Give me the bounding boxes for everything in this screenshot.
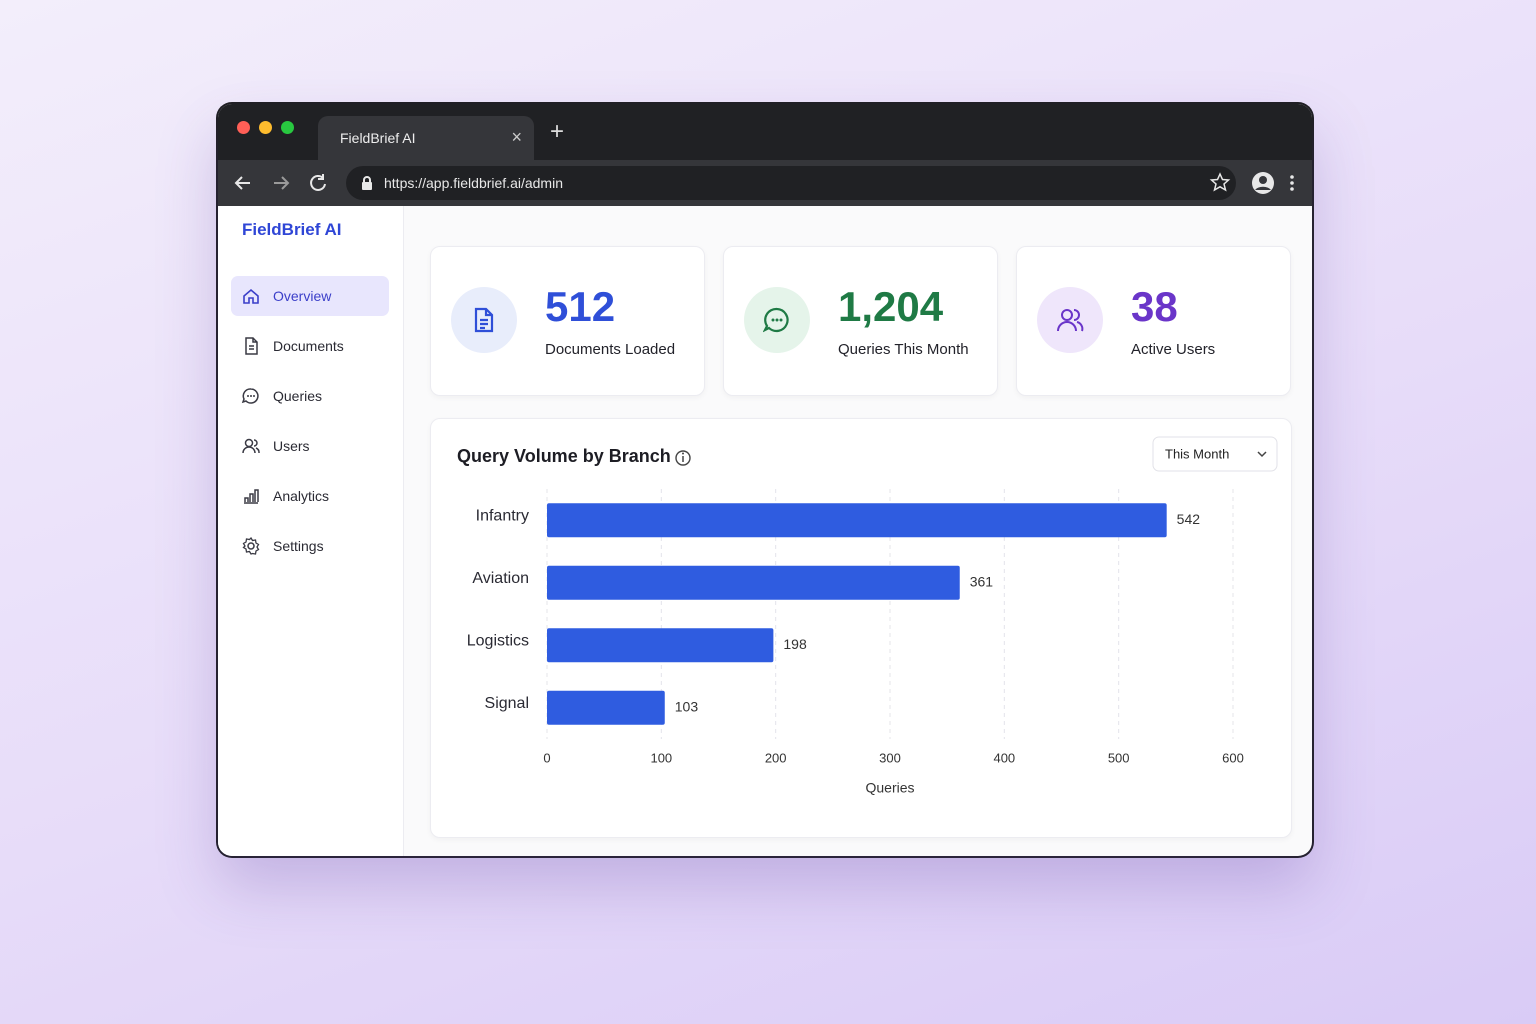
lock-icon <box>362 176 372 190</box>
nav-item[interactable]: Settings <box>231 526 389 566</box>
nav-icon <box>245 337 258 355</box>
nav-icon <box>243 288 259 304</box>
stat-glyph <box>474 307 494 333</box>
tab[interactable]: FieldBrief AI × <box>318 116 534 160</box>
app: FieldBrief AI Overview Documents Queries Us… <box>218 206 1312 856</box>
nav-item[interactable]: Queries <box>231 376 389 416</box>
nav-buttons[interactable] <box>228 160 338 206</box>
nav-label: Settings <box>273 538 324 554</box>
nav-icon <box>242 536 260 555</box>
y-tick-label: Logistics <box>467 632 529 649</box>
stat-card: 38 Active Users <box>1016 246 1291 396</box>
stat-label: Queries This Month <box>838 341 969 358</box>
period-label: This Month <box>1165 446 1229 461</box>
stat-card: 512 Documents Loaded <box>430 246 705 396</box>
x-tick-label: 400 <box>993 750 1015 765</box>
stat-glyph <box>1057 309 1084 332</box>
stat-value: 1,204 <box>838 283 944 330</box>
nav-label: Overview <box>273 288 332 304</box>
y-tick-label: Aviation <box>472 570 529 587</box>
x-tick-label: 200 <box>765 750 787 765</box>
stat-value: 38 <box>1131 283 1178 330</box>
stat-glyph <box>763 307 789 333</box>
x-axis-label: Queries <box>865 780 914 796</box>
tab-close[interactable]: × <box>511 127 522 147</box>
value-label: 542 <box>1177 511 1201 527</box>
nav-icon <box>244 489 259 504</box>
stat-icon <box>451 287 517 353</box>
chart: Query Volume by Branch This Month 0 100 200 3… <box>457 436 1278 796</box>
stat-label: Documents Loaded <box>545 341 676 358</box>
title-bar: FieldBrief AI × + <box>218 104 1312 160</box>
stat-icon <box>1037 287 1103 353</box>
nav-label: Documents <box>273 338 344 354</box>
value-label: 361 <box>970 573 994 589</box>
stat-value: 512 <box>545 283 616 330</box>
new-tab[interactable]: + <box>550 118 565 145</box>
nav-item[interactable]: Documents <box>231 326 389 366</box>
stat-label: Active Users <box>1131 341 1216 358</box>
brand: FieldBrief AI <box>242 220 342 239</box>
value-label: 198 <box>783 636 807 652</box>
x-tick-label: 100 <box>650 750 672 765</box>
sidebar: FieldBrief AI Overview Documents Queries Us… <box>218 206 404 856</box>
tab-title: FieldBrief AI <box>340 130 416 146</box>
value-label: 103 <box>675 698 699 714</box>
info-icon[interactable] <box>675 450 691 466</box>
bar <box>547 690 665 725</box>
bar <box>547 503 1167 538</box>
period-dropdown[interactable] <box>1152 436 1278 472</box>
dropdown-caret <box>1257 451 1267 458</box>
nav-item[interactable]: Users <box>231 426 389 466</box>
nav-label: Analytics <box>273 488 330 504</box>
nav-icon <box>241 388 259 404</box>
chart-title: Query Volume by Branch <box>457 446 671 466</box>
y-tick-label: Signal <box>485 695 529 712</box>
x-tick-label: 300 <box>879 750 901 765</box>
nav-icon <box>242 438 260 454</box>
chart-card: Query Volume by Branch This Month 0 100 200 3… <box>430 418 1292 838</box>
toolbar-actions[interactable] <box>1208 160 1308 206</box>
nav-label: Queries <box>273 388 323 404</box>
x-tick-label: 0 <box>543 750 550 765</box>
x-tick-label: 500 <box>1108 750 1130 765</box>
browser-window: FieldBrief AI × + https://app.fieldbrief.… <box>218 104 1312 856</box>
nav-item[interactable]: Analytics <box>231 476 389 516</box>
toolbar: https://app.fieldbrief.ai/admin <box>218 160 1312 206</box>
stat-card: 1,204 Queries This Month <box>723 246 998 396</box>
y-tick-label: Infantry <box>476 507 529 524</box>
maximize-button[interactable] <box>281 121 294 134</box>
close-button[interactable] <box>237 121 250 134</box>
x-tick-label: 600 <box>1222 750 1244 765</box>
address-bar[interactable]: https://app.fieldbrief.ai/admin <box>346 166 1236 200</box>
bar <box>547 565 960 600</box>
minimize-button[interactable] <box>259 121 272 134</box>
nav-item[interactable]: Overview <box>231 276 389 316</box>
nav-label: Users <box>273 438 310 454</box>
bar <box>547 628 774 663</box>
stat-icon <box>744 287 810 353</box>
url: https://app.fieldbrief.ai/admin <box>384 175 563 191</box>
